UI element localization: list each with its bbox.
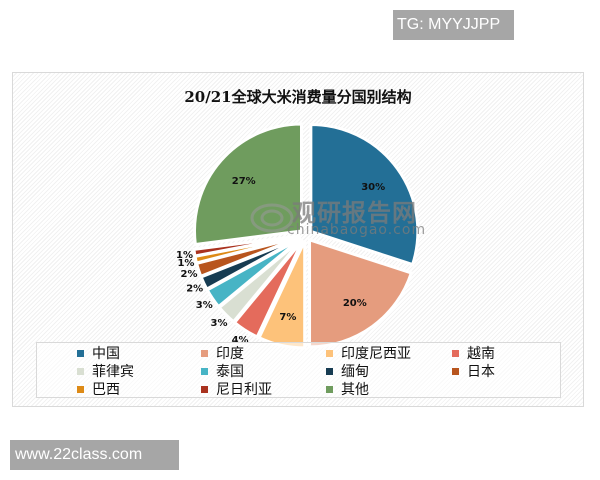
legend-label: 菲律宾 [92,364,134,380]
legend-item: 菲律宾 [77,362,134,380]
legend-swatch-icon [201,385,208,393]
legend-item: 缅甸 [326,362,369,380]
legend-label: 巴西 [92,382,120,398]
watermark-en: chinabaogao.com [287,222,427,238]
pie-chart: 30%20%7%4%3%3%2%2%1%1%27% [176,122,420,350]
legend-label: 印度尼西亚 [341,346,411,362]
legend-swatch-icon [452,349,459,357]
legend-item: 泰国 [201,362,244,380]
slice-label: 2% [186,283,203,294]
slice-label: 1% [177,258,194,269]
watermark-logo-icon [250,203,294,233]
chart-legend: 中国 印度 印度尼西亚 越南菲律宾 泰国 缅甸 日本巴西 尼日利亚 其他 [36,342,561,398]
legend-item: 越南 [452,344,495,362]
legend-item: 日本 [452,362,495,380]
legend-item: 中国 [77,344,120,362]
legend-item: 其他 [326,380,369,398]
legend-label: 缅甸 [341,364,369,380]
slice-label: 3% [196,300,213,311]
legend-swatch-icon [201,367,208,375]
slice-label: 30% [361,182,385,193]
pie-slice [193,122,303,247]
legend-label: 越南 [467,346,495,362]
slice-label: 7% [279,312,296,323]
legend-swatch-icon [326,367,333,375]
legend-swatch-icon [452,367,459,375]
legend-label: 日本 [467,364,495,380]
legend-label: 印度 [216,346,244,362]
legend-label: 其他 [341,382,369,398]
watermark-cn: 观研报告网 [292,199,417,227]
slice-label: 27% [232,176,256,187]
pie-slice [309,122,420,267]
slice-label: 2% [181,269,198,280]
legend-item: 巴西 [77,380,120,398]
slice-label: 20% [343,298,367,309]
pie-slice [192,234,301,258]
chart-container: 20/21全球大米消费量分国别结构 30% 20% 7% 4% 3% 3% 2% 2% 1% 1%… [12,72,584,407]
slice-label: 1% [176,250,193,261]
chart-title: 20/21全球大米消费量分国别结构 [184,88,412,106]
slice-label: 4% [232,335,249,346]
legend-swatch-icon [77,367,84,375]
legend-swatch-icon [77,349,84,357]
legend-item: 尼日利亚 [201,380,272,398]
site-badge: www.22class.com [10,440,179,470]
legend-swatch-icon [77,385,84,393]
legend-label: 尼日利亚 [216,382,272,398]
legend-swatch-icon [326,385,333,393]
legend-label: 泰国 [216,364,244,380]
legend-label: 中国 [92,346,120,362]
legend-swatch-icon [201,349,208,357]
tg-badge: TG: MYYJJPP [393,10,514,40]
legend-swatch-icon [326,349,333,357]
legend-item: 印度尼西亚 [326,344,411,362]
slice-label: 3% [211,318,228,329]
legend-item: 印度 [201,344,244,362]
